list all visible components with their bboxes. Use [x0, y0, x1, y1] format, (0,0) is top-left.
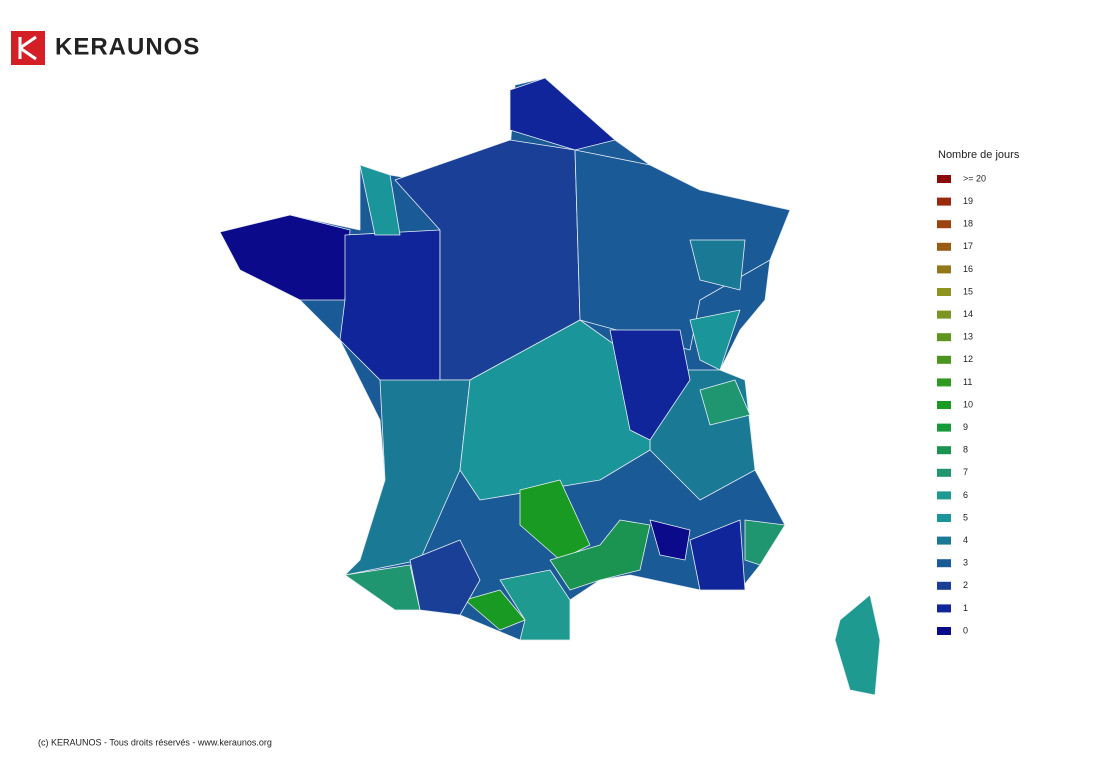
legend-label: 2 — [963, 580, 968, 590]
legend-swatch — [937, 265, 951, 274]
legend-label: 17 — [963, 241, 973, 251]
legend-swatch — [937, 468, 951, 477]
legend-label: 11 — [963, 377, 972, 387]
department-region — [549, 519, 651, 591]
legend-label: 1 — [963, 603, 968, 613]
legend-label: 15 — [963, 286, 973, 296]
footer: (c) KERAUNOS - Tous droits réservés - ww… — [38, 737, 272, 747]
department-region — [409, 539, 481, 616]
legend-label: 19 — [963, 196, 973, 206]
legend-label: 9 — [963, 422, 968, 432]
legend-swatch — [937, 197, 951, 206]
legend-swatch — [937, 355, 951, 364]
department-region — [499, 569, 571, 641]
legend-label: 14 — [963, 309, 973, 319]
legend-swatch — [937, 581, 951, 590]
legend-title: Nombre de jours — [938, 149, 1020, 161]
legend-label: 3 — [963, 558, 968, 568]
legend-swatch — [937, 175, 951, 183]
legend-swatch — [937, 288, 951, 296]
department-region — [689, 519, 746, 591]
department-region — [689, 239, 746, 291]
legend-swatch — [937, 310, 951, 319]
legend-swatch — [937, 378, 951, 387]
department-region — [699, 379, 751, 426]
legend-swatch — [937, 423, 951, 432]
legend-swatch — [937, 627, 951, 635]
legend-swatch — [937, 559, 951, 568]
legend-swatch — [937, 242, 951, 251]
legend-label: 8 — [963, 445, 968, 455]
legend-label: 12 — [963, 354, 973, 364]
department-region — [609, 329, 691, 441]
department-region — [359, 164, 401, 236]
legend-label: 13 — [963, 332, 973, 342]
legend-swatch — [937, 446, 951, 455]
department-region — [834, 594, 881, 696]
legend-swatch — [937, 514, 951, 522]
department-region — [459, 319, 651, 501]
logo: KERAUNOS — [11, 31, 200, 65]
logo-glyph — [18, 35, 37, 61]
france-map — [219, 77, 881, 696]
legend-swatch — [937, 604, 951, 613]
legend-swatch — [937, 491, 951, 500]
department-region — [649, 519, 691, 561]
legend-swatch — [937, 401, 951, 409]
legend-label: 18 — [963, 219, 973, 229]
legend-label: 7 — [963, 467, 968, 477]
department-region — [509, 77, 616, 151]
legend-label: 0 — [963, 625, 968, 635]
legend-swatch — [937, 220, 951, 229]
legend-label: >= 20 — [963, 173, 986, 183]
legend-swatch — [937, 536, 951, 545]
department-region — [744, 519, 786, 566]
legend-label: 16 — [963, 264, 973, 274]
legend-label: 5 — [963, 512, 968, 522]
legend-label: 4 — [963, 535, 968, 545]
legend-label: 10 — [963, 399, 973, 409]
legend-label: 6 — [963, 490, 968, 500]
legend-swatch — [937, 333, 951, 342]
logo-icon — [11, 31, 45, 65]
logo-text: KERAUNOS — [55, 33, 200, 60]
